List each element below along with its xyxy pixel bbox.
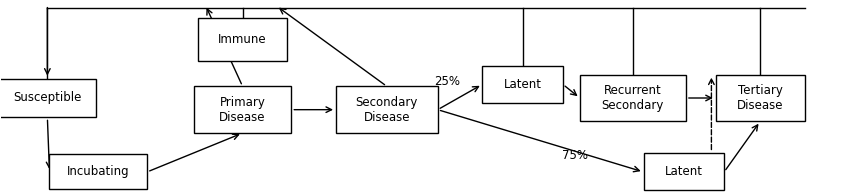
Text: Incubating: Incubating [67,165,129,178]
Text: Secondary
Disease: Secondary Disease [355,96,418,124]
Text: Latent: Latent [503,78,541,91]
Text: Primary
Disease: Primary Disease [219,96,266,124]
Text: 75%: 75% [562,149,587,162]
FancyBboxPatch shape [643,153,724,191]
FancyBboxPatch shape [482,66,563,103]
FancyBboxPatch shape [49,154,147,190]
FancyBboxPatch shape [0,79,96,117]
Text: Recurrent
Secondary: Recurrent Secondary [602,84,664,112]
FancyBboxPatch shape [198,18,287,61]
FancyBboxPatch shape [336,86,438,133]
Text: 25%: 25% [434,75,461,88]
FancyBboxPatch shape [194,86,292,133]
Text: Susceptible: Susceptible [14,92,82,104]
FancyBboxPatch shape [580,75,686,121]
Text: Immune: Immune [218,33,267,46]
Text: Latent: Latent [665,165,703,178]
Text: Tertiary
Disease: Tertiary Disease [737,84,784,112]
FancyBboxPatch shape [716,75,805,121]
